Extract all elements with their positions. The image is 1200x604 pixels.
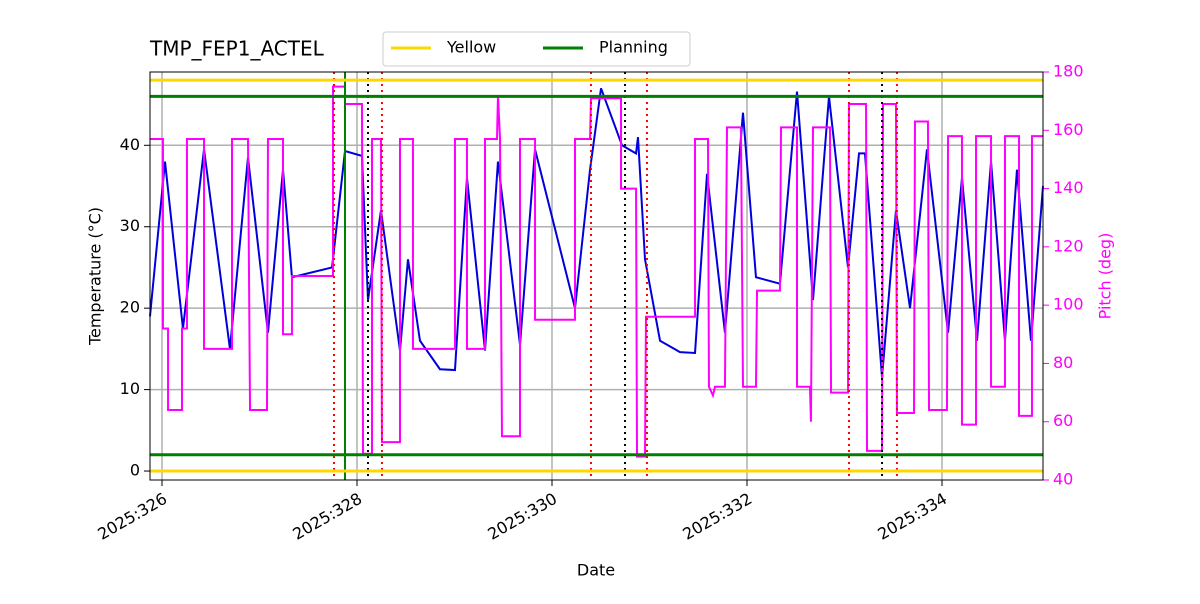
y2-tick-label: 160 [1053,120,1084,139]
plot-frame [149,71,1044,481]
y2-tick-label: 40 [1053,470,1073,489]
legend-box [382,31,691,67]
x-axis-label: Date [577,561,615,580]
legend-label: Yellow [446,38,496,57]
y2-axis-label: Pitch (deg) [1096,233,1115,320]
y-tick-label: 40 [120,135,140,154]
data-line [149,87,1044,378]
y2-tick-label: 120 [1053,236,1084,255]
y-tick-label: 20 [120,298,140,317]
legend-label: Planning [599,38,668,57]
y2-tick-label: 100 [1053,295,1084,314]
chart-title: TMP_FEP1_ACTEL [149,37,325,61]
y-tick-label: 30 [120,216,140,235]
y-tick-label: 0 [130,461,140,480]
y2-tick-label: 60 [1053,411,1073,430]
data-line [150,85,1043,458]
y-tick-label: 10 [120,379,140,398]
y-axis-label: Temperature (°C) [86,207,105,346]
y2-tick-label: 180 [1053,62,1084,81]
y2-tick-label: 80 [1053,353,1073,372]
y2-tick-label: 140 [1053,178,1084,197]
